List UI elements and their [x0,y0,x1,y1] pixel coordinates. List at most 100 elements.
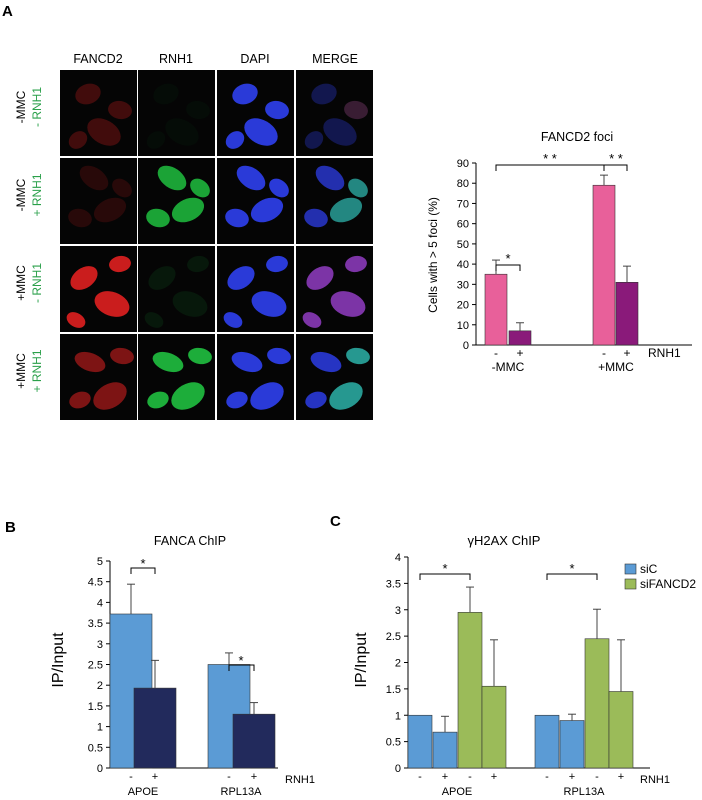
micrograph-tile-merge [296,70,373,156]
column-header-dapi: DAPI [240,52,269,66]
cell-nucleus [311,83,337,105]
sign-label: + [491,771,497,783]
cell-nucleus [250,382,284,410]
y-tick-label: 40 [457,259,469,271]
cell-nucleus [171,382,205,410]
cell-nucleus [93,197,127,223]
tile-background [296,70,373,156]
cell-nucleus [323,118,357,146]
y-tick-label: 2 [97,680,103,692]
tile-background [60,158,137,244]
bar [508,330,532,346]
sign-label: - [602,346,606,360]
sign-label: - [468,771,472,783]
cell-nucleus [94,291,130,317]
cell-nucleus [304,131,324,149]
group-label: RPL13A [221,786,263,798]
micrograph-tile-fancd2 [60,246,137,332]
cell-nucleus [345,255,367,273]
cell-nucleus [226,391,248,409]
y-ticks: 0 0.5 1 1.5 2 2.5 3 3.5 4 4.5 5 [88,556,110,775]
cell-nucleus [153,83,179,105]
y-tick-label: 1 [395,710,401,722]
row-label-treatment: -MMC [14,90,28,123]
micrograph-tile-dapi [217,70,294,156]
panel-label-c: C [330,513,341,530]
cell-nucleus [227,266,255,290]
y-tick-label: 5 [97,556,103,568]
row-label-3: +MMC - RNH1 [14,263,44,303]
sign-label: - [545,771,549,783]
cell-nucleus [75,83,101,105]
bar [592,184,616,346]
micrograph-tile-fancd2 [60,70,137,156]
row-label-rnh1: + RNH1 [30,173,44,216]
micrograph-tiles [60,70,373,420]
micrograph-tile-merge [296,246,373,332]
cell-nucleus [344,100,368,120]
y-tick-label: 2.5 [386,631,401,643]
y-tick-label: 0.5 [386,737,401,749]
sign-label: + [618,771,624,783]
row-label-treatment: +MMC [14,353,28,389]
legend-swatch-sifancd2 [624,578,637,590]
cell-nucleus [251,291,287,317]
micrograph-tile-dapi [217,158,294,244]
cell-nucleus [93,382,127,410]
legend-label-sic: siC [640,562,658,576]
y-tick-label: 20 [457,300,469,312]
cell-nucleus [186,100,210,120]
cell-nucleus [223,312,243,328]
sign-label: + [569,771,575,783]
cell-nucleus [225,131,245,149]
bars [407,586,634,769]
y-tick-label: 1.5 [386,684,401,696]
cell-nucleus [266,255,288,273]
bar [133,687,177,769]
row-label-2: -MMC + RNH1 [14,173,44,216]
bar [615,282,639,346]
panel-b: B FANCA ChIP IP/Input 0 0.5 1 1.5 2 2.5 3 3.5 4 4… [5,519,315,798]
sign-label: + [442,771,448,783]
row-label-treatment: -MMC [14,178,28,211]
row-label-rnh1: - RNH1 [30,263,44,303]
cell-nucleus [74,351,106,373]
row-label-rnh1: - RNH1 [30,87,44,127]
cell-nucleus [70,266,98,290]
sign-label: - [595,771,599,783]
cell-nucleus [157,165,187,191]
micrograph-tile-fancd2 [60,334,137,420]
bar [432,731,458,769]
significance-marker: * [442,561,447,576]
group-label: APOE [442,786,473,798]
cell-nucleus [329,382,363,410]
y-tick-label: 10 [457,320,469,332]
sign-label: - [129,771,133,783]
bar [481,685,507,769]
cell-nucleus [310,351,342,373]
cell-nucleus [144,312,164,328]
y-tick-label: 3.5 [386,578,401,590]
significance-marker: * [238,653,243,668]
panel-c: C γH2AX ChIP IP/Input 00.511.522.533.54 … [330,513,696,798]
cell-nucleus [87,118,121,146]
row-label-4: +MMC + RNH1 [14,349,44,392]
cell-nucleus [346,347,370,365]
cell-nucleus [269,178,289,198]
bar [232,713,276,769]
y-tick-label: 1.5 [88,701,103,713]
cell-nucleus [232,83,258,105]
y-tick-label: 0 [97,763,103,775]
cell-nucleus [315,165,345,191]
cell-nucleus [152,351,184,373]
cell-nucleus [330,291,366,317]
cell-nucleus [236,165,266,191]
cell-nucleus [250,197,284,223]
y-tick-label: 30 [457,279,469,291]
column-header-rnh1: RNH1 [159,52,193,66]
y-tick-label: 2 [395,658,401,670]
cell-nucleus [148,266,176,290]
significance-marker: * * [609,151,623,166]
y-tick-label: 3.5 [88,618,103,630]
